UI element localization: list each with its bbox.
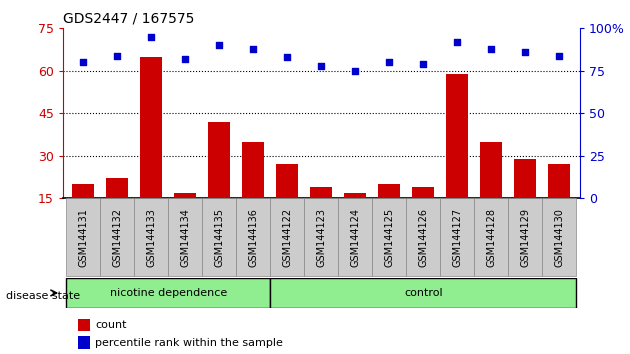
Bar (372, 198, 406, 276)
Bar (406, 198, 440, 276)
Bar (209, 122, 231, 198)
Point (486, 46, 496, 52)
Point (418, 61, 428, 67)
Text: GSM144126: GSM144126 (418, 208, 428, 267)
Text: GSM144136: GSM144136 (248, 208, 258, 267)
Bar (508, 198, 542, 276)
Text: GSM144131: GSM144131 (78, 208, 88, 267)
Bar (446, 74, 468, 198)
Bar (514, 159, 536, 198)
Point (146, 34, 156, 40)
Bar (202, 198, 236, 276)
Text: nicotine dependence: nicotine dependence (110, 288, 227, 298)
Text: GSM144133: GSM144133 (146, 208, 156, 267)
Point (384, 59, 394, 65)
Text: GSM144123: GSM144123 (316, 208, 326, 267)
Text: percentile rank within the sample: percentile rank within the sample (95, 338, 283, 348)
Text: GSM144125: GSM144125 (384, 207, 394, 267)
Point (554, 53, 564, 58)
Bar (310, 187, 333, 198)
Bar (79, 336, 90, 349)
Bar (175, 193, 197, 198)
Bar (134, 198, 168, 276)
Text: GSM144130: GSM144130 (554, 208, 564, 267)
Bar (277, 164, 299, 198)
Bar (338, 198, 372, 276)
Text: disease state: disease state (6, 291, 81, 301)
Point (520, 49, 530, 55)
Bar (236, 198, 270, 276)
Bar (270, 278, 576, 308)
Bar (378, 184, 400, 198)
Text: GSM144124: GSM144124 (350, 208, 360, 267)
Bar (140, 57, 163, 198)
Text: GSM144134: GSM144134 (180, 208, 190, 267)
Point (78, 59, 88, 65)
Bar (168, 198, 202, 276)
Bar (440, 198, 474, 276)
Bar (100, 198, 134, 276)
Point (214, 42, 224, 48)
Bar (66, 278, 270, 308)
Text: control: control (404, 288, 442, 298)
Point (180, 56, 190, 62)
Bar (548, 164, 570, 198)
Bar (79, 319, 90, 331)
Point (350, 68, 360, 74)
Point (452, 39, 462, 45)
Bar (542, 198, 576, 276)
Bar (270, 198, 304, 276)
Bar (304, 198, 338, 276)
Point (248, 46, 258, 52)
Text: count: count (95, 320, 127, 330)
Text: GDS2447 / 167575: GDS2447 / 167575 (63, 12, 195, 26)
Text: GSM144122: GSM144122 (282, 207, 292, 267)
Text: GSM144128: GSM144128 (486, 208, 496, 267)
Bar (243, 142, 265, 198)
Text: GSM144129: GSM144129 (520, 208, 530, 267)
Point (282, 55, 292, 60)
Bar (412, 187, 434, 198)
Point (112, 53, 122, 58)
Text: GSM144127: GSM144127 (452, 207, 462, 267)
Bar (106, 178, 129, 198)
Bar (474, 198, 508, 276)
Text: GSM144132: GSM144132 (112, 208, 122, 267)
Bar (72, 184, 94, 198)
Bar (66, 198, 100, 276)
Bar (480, 142, 502, 198)
Text: GSM144135: GSM144135 (214, 208, 224, 267)
Point (316, 63, 326, 69)
Bar (344, 193, 366, 198)
